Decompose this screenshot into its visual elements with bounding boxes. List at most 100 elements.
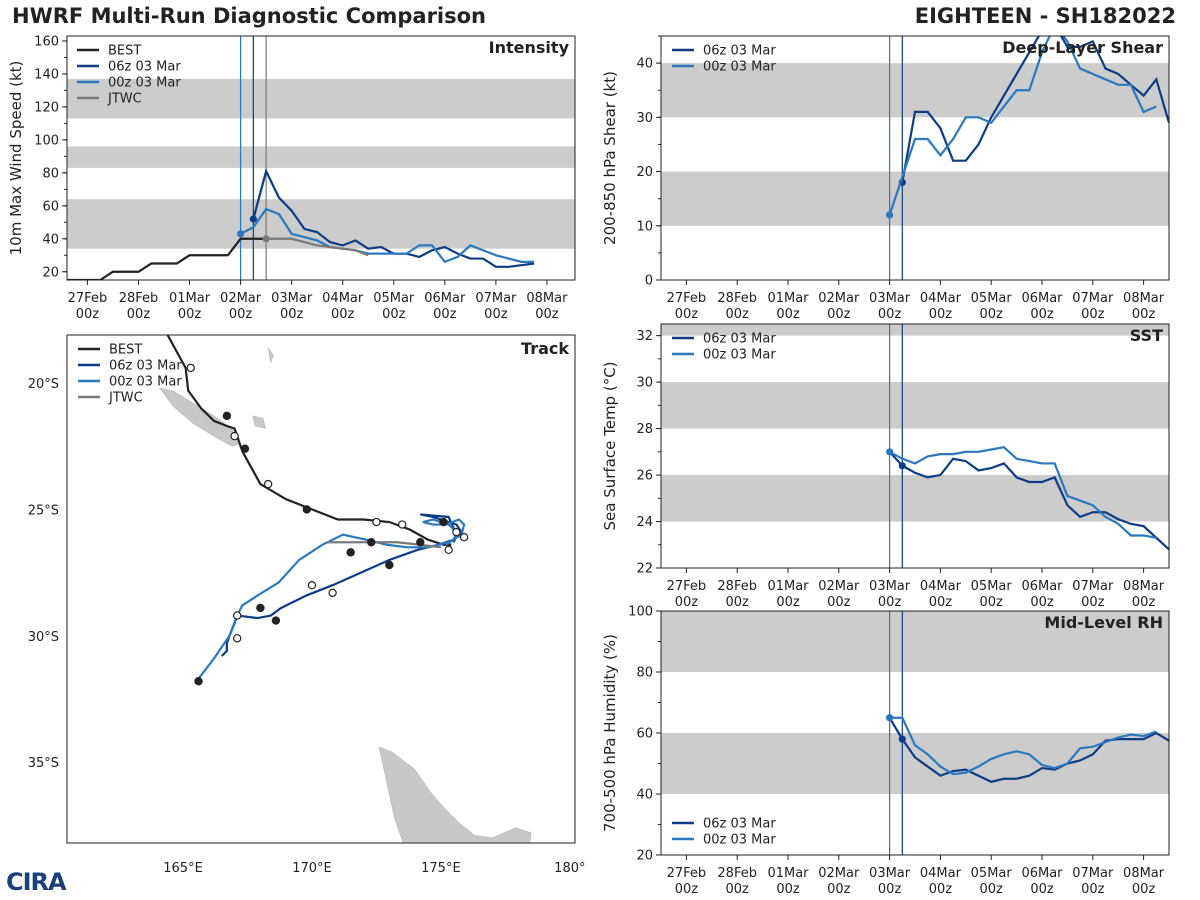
intensity-xtick-day: 03Mar: [271, 291, 313, 306]
intensity-legend-label-jtwc: JTWC: [107, 92, 142, 107]
intensity-xtick-day: 07Mar: [475, 291, 517, 306]
track-series-jtwc: [327, 541, 442, 549]
sst-band-1: [661, 382, 1169, 429]
track-marker-open: [232, 611, 242, 620]
rh-xtick-day: 27Feb: [667, 866, 707, 881]
sst-xtick-hour: 00z: [675, 595, 699, 610]
rh-ytick-label: 20: [636, 849, 653, 864]
rh-marker-run00: [886, 714, 894, 722]
shear-ytick-label: 10: [636, 219, 653, 234]
track-marker-filled: [302, 505, 312, 514]
rh-ytick-label: 40: [636, 788, 653, 803]
track-marker-open: [372, 517, 381, 527]
track-marker-filled: [439, 517, 448, 527]
rh-ytick-label: 60: [636, 727, 653, 742]
track-ytick-label: 35°S: [28, 756, 59, 771]
rh-marker-run06: [898, 735, 906, 743]
shear-xtick-hour: 00z: [1081, 307, 1105, 322]
track-frame: [66, 334, 576, 844]
rh-series-run06: [888, 717, 1169, 783]
rh-xtick-day: 06Mar: [1021, 866, 1063, 881]
sst-marker-run06: [898, 462, 906, 470]
sst-xtick-day: 27Feb: [667, 579, 707, 594]
rh-band-0: [661, 733, 1169, 794]
rh-ytick-label: 100: [628, 605, 653, 620]
intensity-frame: [66, 35, 576, 281]
shear-series-run00: [888, 36, 1157, 216]
intensity-legend-label-run00: 00z 03 Mar: [108, 76, 181, 91]
shear-ytick-label: 30: [636, 111, 653, 126]
sst-legend-label-run06: 06z 03 Mar: [703, 332, 776, 347]
shear-xtick-day: 06Mar: [1021, 291, 1063, 306]
intensity-xtick-hour: 00z: [484, 307, 508, 322]
land-3: [378, 746, 532, 843]
track-marker-filled: [240, 444, 250, 453]
rh-xtick-day: 03Mar: [869, 866, 911, 881]
sst-marker-run00: [886, 448, 894, 456]
track-marker-filled: [271, 616, 281, 625]
track-marker-open: [398, 520, 407, 529]
cira-logo: CIRA: [6, 868, 67, 896]
shear-xtick-hour: 00z: [929, 307, 953, 322]
intensity-ytick-label: 120: [34, 100, 59, 115]
sst-xtick-day: 04Mar: [920, 579, 962, 594]
sst-xtick-hour: 00z: [726, 595, 750, 610]
sst-xtick-day: 05Mar: [971, 579, 1013, 594]
rh-xtick-hour: 00z: [1030, 882, 1054, 897]
shear-band-1: [661, 63, 1169, 118]
shear-xtick-day: 01Mar: [767, 291, 809, 306]
shear-ytick-label: 0: [645, 274, 653, 289]
track-marker-open: [328, 588, 337, 597]
sst-title: SST: [1130, 326, 1163, 345]
rh-series-run00: [889, 716, 1157, 776]
rh-xtick-hour: 00z: [929, 882, 953, 897]
shear-xtick-hour: 00z: [827, 307, 851, 322]
intensity-xtick-hour: 00z: [433, 307, 457, 322]
intensity-xtick-day: 01Mar: [169, 291, 211, 306]
shear-legend-label-run06: 06z 03 Mar: [703, 44, 776, 59]
track-marker-open: [444, 545, 453, 555]
track-title: Track: [521, 339, 569, 358]
shear-xtick-day: 08Mar: [1123, 291, 1165, 306]
track-marker-filled: [256, 603, 265, 613]
intensity-xtick-hour: 00z: [229, 307, 253, 322]
shear-xtick-hour: 00z: [980, 307, 1004, 322]
cira-logo-text: CIRA: [6, 868, 67, 896]
rh-xtick-day: 07Mar: [1072, 866, 1114, 881]
track-marker-open: [232, 634, 242, 643]
track-ytick-label: 25°S: [28, 503, 59, 518]
intensity-ytick-label: 140: [34, 67, 59, 82]
sst-ytick-label: 26: [636, 469, 653, 484]
track-marker-filled: [194, 677, 203, 686]
track-panel: 165°E 170°E 175°E 180° 20°S 25°S 30°S 35°S Track…: [28, 334, 586, 876]
rh-xtick-day: 02Mar: [818, 866, 860, 881]
shear-series-run06: [901, 36, 1169, 183]
sst-ytick-label: 28: [636, 422, 653, 437]
rh-ylabel: 700-500 hPa Humidity (%): [601, 634, 619, 832]
track-marker-filled: [346, 548, 355, 557]
sst-ytick-label: 24: [636, 515, 653, 530]
rh-legend-label-run00: 00z 03 Mar: [703, 833, 776, 848]
intensity-xtick-day: 05Mar: [373, 291, 415, 306]
rh-xtick-hour: 00z: [1132, 882, 1156, 897]
sst-xtick-day: 08Mar: [1123, 579, 1165, 594]
figure-title-left: HWRF Multi-Run Diagnostic Comparison: [12, 4, 487, 28]
intensity-xtick-hour: 00z: [76, 307, 100, 322]
shear-band-0: [661, 171, 1169, 226]
intensity-title: Intensity: [489, 38, 570, 57]
sst-xtick-hour: 00z: [1081, 595, 1105, 610]
shear-xtick-day: 03Mar: [869, 291, 911, 306]
intensity-ylabel: 10m Max Wind Speed (kt): [7, 61, 25, 256]
shear-xtick-hour: 00z: [1132, 307, 1156, 322]
track-marker-filled: [222, 411, 232, 421]
intensity-band-2: [67, 78, 575, 119]
intensity-xtick-hour: 00z: [331, 307, 355, 322]
rh-title: Mid-Level RH: [1044, 613, 1163, 632]
track-marker-filled: [416, 538, 425, 547]
sst-xtick-hour: 00z: [776, 595, 800, 610]
sst-band-2: [661, 324, 1169, 336]
track-series-best: [166, 335, 452, 546]
intensity-series-jtwc: [266, 237, 369, 257]
shear-xtick-day: 28Feb: [717, 291, 757, 306]
